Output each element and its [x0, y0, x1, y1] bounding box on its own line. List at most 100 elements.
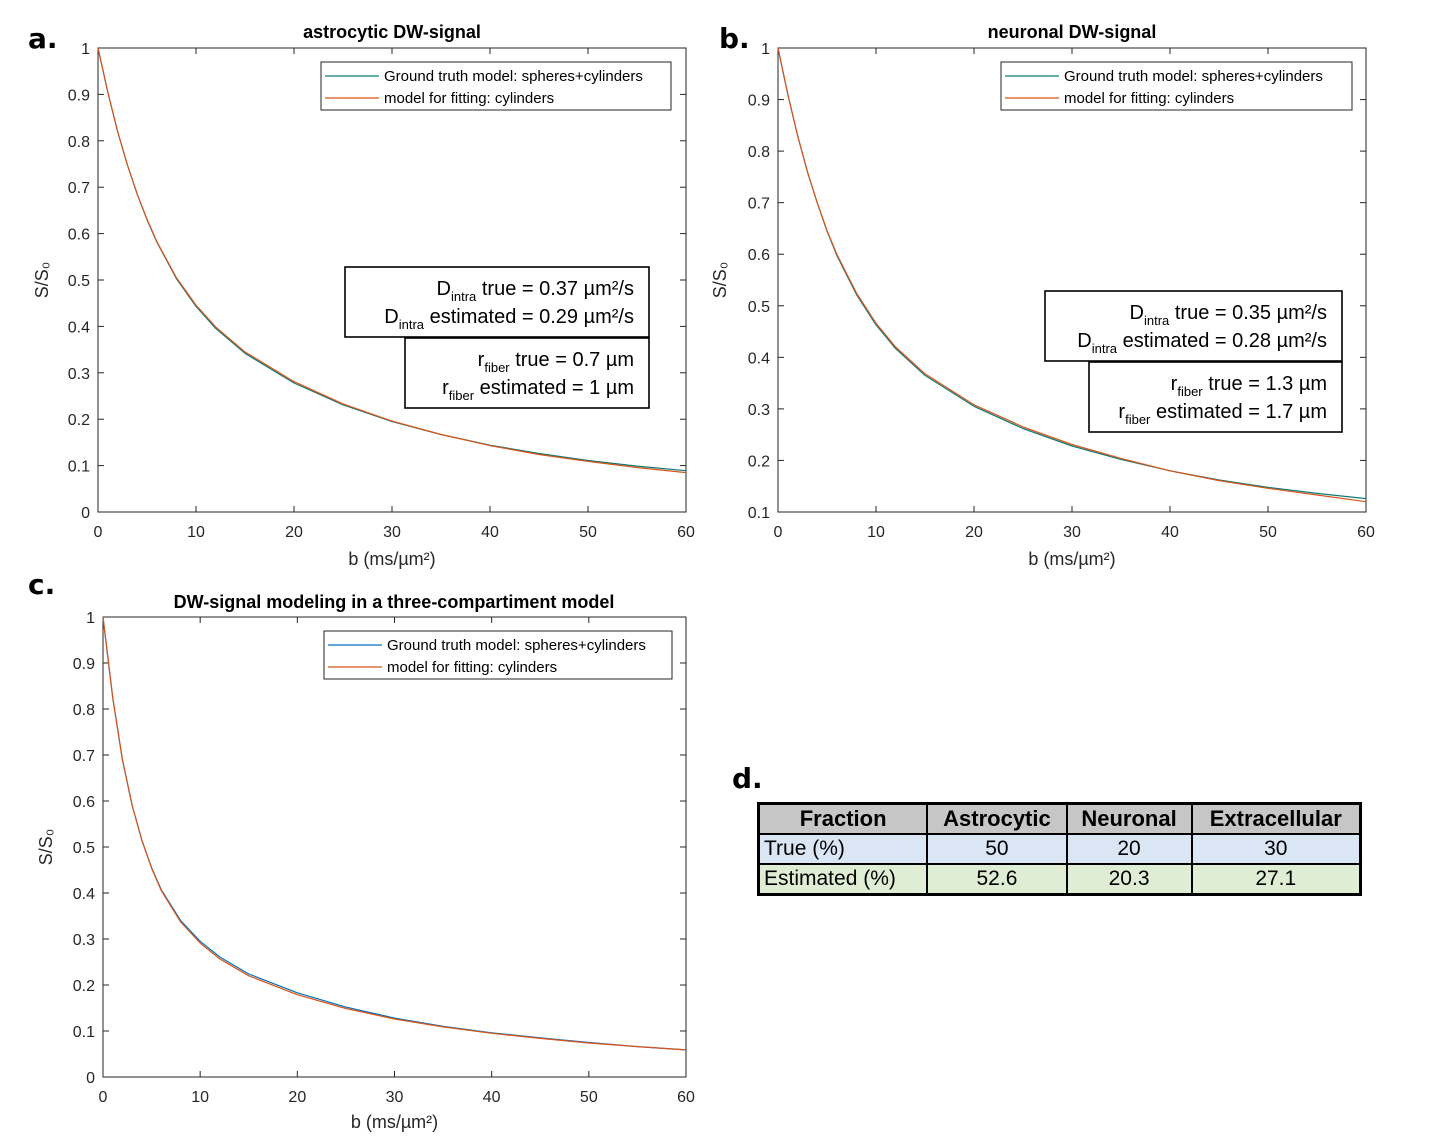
- annotation-symbol: r: [1171, 373, 1178, 395]
- y-tick-label: 0.9: [73, 656, 95, 673]
- x-tick-label: 20: [288, 1089, 306, 1106]
- annotation-subscript: intra: [451, 289, 477, 304]
- annotation-value: true = 0.37 µm²/s: [476, 278, 634, 300]
- annotation-text: Dintra true = 0.35 µm²/s: [1130, 302, 1327, 328]
- y-tick-label: 0.8: [73, 702, 95, 719]
- x-axis-label: b (ms/µm²): [351, 1112, 438, 1132]
- x-tick-label: 0: [94, 524, 103, 541]
- table-cell: 30: [1190, 833, 1362, 865]
- annotation-text: rfiber true = 0.7 µm: [478, 349, 634, 375]
- y-tick-label: 0.4: [73, 886, 95, 903]
- y-tick-label: 0.4: [748, 350, 770, 367]
- y-tick-label: 0.8: [748, 144, 770, 161]
- annotation-value: true = 0.35 µm²/s: [1169, 302, 1327, 324]
- annotation-box: [1088, 361, 1343, 433]
- annotation-text: rfiber estimated = 1.7 µm: [1118, 401, 1327, 427]
- table-cell: Estimated (%): [757, 863, 929, 896]
- annotation-value: estimated = 1.7 µm: [1150, 401, 1327, 423]
- y-tick-label: 0.3: [748, 402, 770, 419]
- series-line: [102, 616, 687, 1051]
- y-tick-label: 0.1: [748, 505, 770, 522]
- table-cell: 52.6: [926, 863, 1068, 896]
- y-tick-label: 0.6: [748, 247, 770, 264]
- annotation-symbol: r: [442, 377, 449, 399]
- annotation-subscript: fiber: [1177, 384, 1203, 399]
- x-tick-label: 30: [386, 1089, 404, 1106]
- y-tick-label: 0: [86, 1070, 95, 1087]
- y-tick-label: 0.9: [68, 87, 90, 104]
- x-tick-label: 20: [965, 524, 983, 541]
- legend-entry: Ground truth model: spheres+cylinders: [387, 637, 646, 654]
- y-tick-label: 0.5: [68, 273, 90, 290]
- x-tick-label: 30: [383, 524, 401, 541]
- table-cell: 27.1: [1190, 863, 1362, 896]
- table-header-cell: Astrocytic: [926, 802, 1068, 835]
- x-tick-label: 60: [677, 1089, 695, 1106]
- y-tick-label: 0.9: [748, 93, 770, 110]
- y-axis-label: S/S₀: [710, 262, 730, 298]
- series-line: [777, 47, 1367, 503]
- annotation-value: estimated = 1 µm: [474, 377, 634, 399]
- table-header-row: Fraction Astrocytic Neuronal Extracellul…: [757, 802, 1362, 835]
- table-cell: 20.3: [1065, 863, 1193, 896]
- annotation-box: [1044, 290, 1343, 362]
- annotation-subscript: fiber: [1125, 412, 1151, 427]
- legend-box: [323, 630, 673, 680]
- y-tick-label: 0.7: [68, 180, 90, 197]
- panel-letter-c: c.: [28, 568, 56, 601]
- fraction-table: Fraction Astrocytic Neuronal Extracellul…: [757, 802, 1362, 896]
- plot-area-frame: [102, 616, 687, 1078]
- y-tick-label: 0.2: [73, 978, 95, 995]
- annotation-subscript: intra: [1092, 341, 1118, 356]
- table-row: True (%) 50 20 30: [757, 833, 1362, 865]
- x-tick-label: 60: [1357, 524, 1375, 541]
- annotation-symbol: D: [384, 306, 398, 328]
- annotation-symbol: r: [478, 349, 485, 371]
- legend-entry: model for fitting: cylinders: [1064, 90, 1234, 107]
- annotation-text: rfiber estimated = 1 µm: [442, 377, 634, 403]
- y-tick-label: 0.2: [748, 453, 770, 470]
- chart-title: astrocytic DW-signal: [303, 22, 481, 42]
- x-tick-label: 30: [1063, 524, 1081, 541]
- legend-entry: Ground truth model: spheres+cylinders: [1064, 68, 1323, 85]
- x-tick-label: 0: [774, 524, 783, 541]
- series-line: [97, 47, 687, 474]
- panel-letter-a: a.: [28, 22, 58, 55]
- legend-box: [320, 61, 672, 111]
- x-tick-label: 50: [579, 524, 597, 541]
- x-tick-label: 10: [187, 524, 205, 541]
- table-header-cell: Fraction: [757, 802, 929, 835]
- annotation-text: Dintra estimated = 0.28 µm²/s: [1077, 330, 1327, 356]
- annotation-box: [344, 266, 650, 338]
- x-tick-label: 10: [191, 1089, 209, 1106]
- table-cell: 50: [926, 833, 1068, 865]
- chart-a: astrocytic DW-signal 0 10 20 30 40 50 60 0 0.1 0.2…: [32, 22, 695, 569]
- annotation-symbol: D: [1130, 302, 1144, 324]
- panel-letter-d: d.: [732, 762, 763, 795]
- legend-box: [1000, 61, 1353, 111]
- annotation-symbol: D: [1077, 330, 1091, 352]
- legend-entry: model for fitting: cylinders: [387, 659, 557, 676]
- y-tick-label: 0.3: [73, 932, 95, 949]
- chart-title: DW-signal modeling in a three-compartime…: [174, 592, 615, 612]
- y-tick-label: 0.6: [73, 794, 95, 811]
- annotation-text: Dintra true = 0.37 µm²/s: [437, 278, 634, 304]
- annotation-box: [404, 337, 650, 409]
- chart-b: neuronal DW-signal 0 10 20 30 40 50 60 0.1 0.2 0.3…: [710, 22, 1375, 569]
- annotation-subscript: fiber: [484, 360, 510, 375]
- x-tick-label: 50: [1259, 524, 1277, 541]
- x-axis-label: b (ms/µm²): [348, 549, 435, 569]
- annotation-value: true = 1.3 µm: [1203, 373, 1327, 395]
- annotation-text: rfiber true = 1.3 µm: [1171, 373, 1327, 399]
- y-tick-label: 0.2: [68, 412, 90, 429]
- annotation-subscript: intra: [1144, 313, 1170, 328]
- y-tick-label: 0.3: [68, 366, 90, 383]
- annotation-text: Dintra estimated = 0.29 µm²/s: [384, 306, 634, 332]
- table-cell: 20: [1065, 833, 1193, 865]
- y-axis-label: S/S₀: [36, 829, 56, 865]
- table-header-cell: Extracellular: [1190, 802, 1362, 835]
- annotation-value: estimated = 0.29 µm²/s: [424, 306, 634, 328]
- y-tick-label: 1: [81, 41, 90, 58]
- x-tick-label: 10: [867, 524, 885, 541]
